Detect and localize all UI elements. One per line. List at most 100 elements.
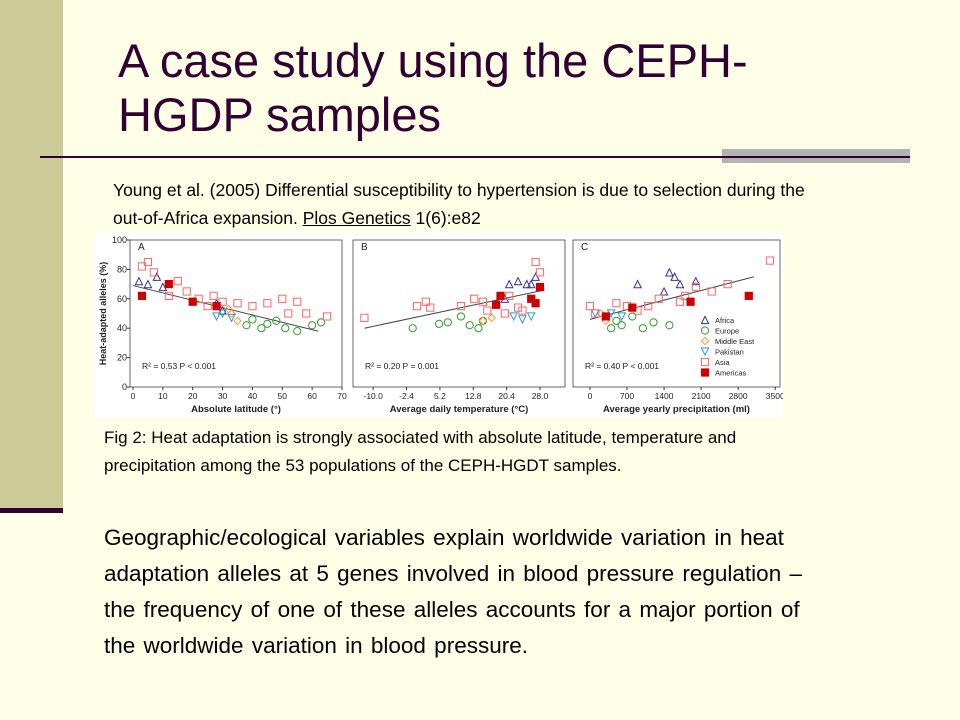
x-tick-label: 1400 [655,391,674,401]
issue: 1(6):e82 [415,208,481,228]
point [218,305,227,315]
point [212,312,222,322]
x-tick-label: 3500 [766,391,783,401]
point [242,321,251,330]
point [248,315,257,324]
point [152,272,162,281]
point [723,280,732,289]
point [513,276,523,286]
point [522,279,532,289]
x-tick-label: 50 [278,391,288,401]
x-tick-label: 30 [218,391,228,401]
point [675,279,685,289]
point [293,297,302,306]
point [322,312,332,321]
point [360,313,369,323]
legend-label: Pakistan [715,348,744,357]
point [505,291,514,300]
point [500,309,509,318]
point [531,257,540,267]
legend-label: Asia [715,358,730,367]
legend-label: Africa [715,316,735,325]
point [316,318,326,327]
x-tick-label: 0 [131,391,136,401]
x-tick-label: 2100 [692,391,711,401]
panel-letter: A [138,242,145,253]
point [675,297,685,306]
point [691,282,700,292]
y-tick-label: 60 [117,294,127,304]
x-axis-label: Average daily temperature (°C) [390,404,529,415]
x-tick-label: -2.4 [399,391,414,401]
point [408,324,417,333]
point [209,291,218,300]
point [137,291,147,300]
point [456,312,466,321]
point [513,303,523,312]
citation-text: Young et al. (2005) Differential suscept… [113,180,805,228]
point [612,316,621,325]
point [628,303,637,312]
legend-marker [700,336,710,346]
point [531,272,541,281]
y-axis-label: Heat-adapted alleles (%) [98,262,108,366]
point [182,287,191,296]
y-tick-label: 40 [117,323,127,333]
caption: Fig 2: Heat adaptation is strongly assoc… [104,428,737,475]
title-line: A case study using the CEPH- [118,34,748,87]
y-tick-label: 80 [117,264,127,274]
point [137,262,147,271]
x-tick-label: 12.8 [465,391,482,401]
point [765,256,775,265]
point [633,279,642,289]
point [478,316,488,325]
point [470,294,479,303]
point [531,299,540,308]
plot-frame [129,239,343,388]
y-tick-label: 0 [122,382,127,392]
sidebar [0,0,63,510]
sidebar-accent [0,508,63,513]
point [149,268,158,277]
point [456,302,466,311]
point [707,287,716,296]
point [591,309,600,318]
point [218,297,227,306]
point [474,324,483,333]
panel-letter: C [581,242,588,253]
legend-label: Middle East [715,337,755,346]
point [233,299,242,308]
point [670,272,680,281]
point [272,316,281,325]
panel-letter: B [361,242,368,253]
plot-frame [572,239,781,388]
point [526,312,536,322]
point [134,276,144,286]
point [617,312,627,322]
point [233,316,242,326]
point [421,297,430,306]
fit-line [364,289,545,329]
point [487,313,497,323]
legend-marker [700,315,710,325]
point [224,304,233,314]
point [218,309,227,319]
journal: Plos Genetics [302,208,411,228]
legend-label: Europe [715,327,739,336]
point [483,306,492,315]
stat: R² = 0.20 P = 0.001 [365,361,439,371]
title-rule [40,156,910,158]
x-tick-label: 60 [307,391,317,401]
point [686,297,695,306]
point [308,321,317,330]
point [664,267,674,277]
figure: Heat-adapted alleles (%)020406080100AAbs… [95,232,783,418]
legend-marker [700,368,710,377]
point [491,300,501,309]
point [478,297,488,306]
legend-marker [700,347,710,357]
point [478,316,488,326]
point [143,257,153,267]
point [518,306,527,315]
x-tick-label: 70 [337,391,347,401]
